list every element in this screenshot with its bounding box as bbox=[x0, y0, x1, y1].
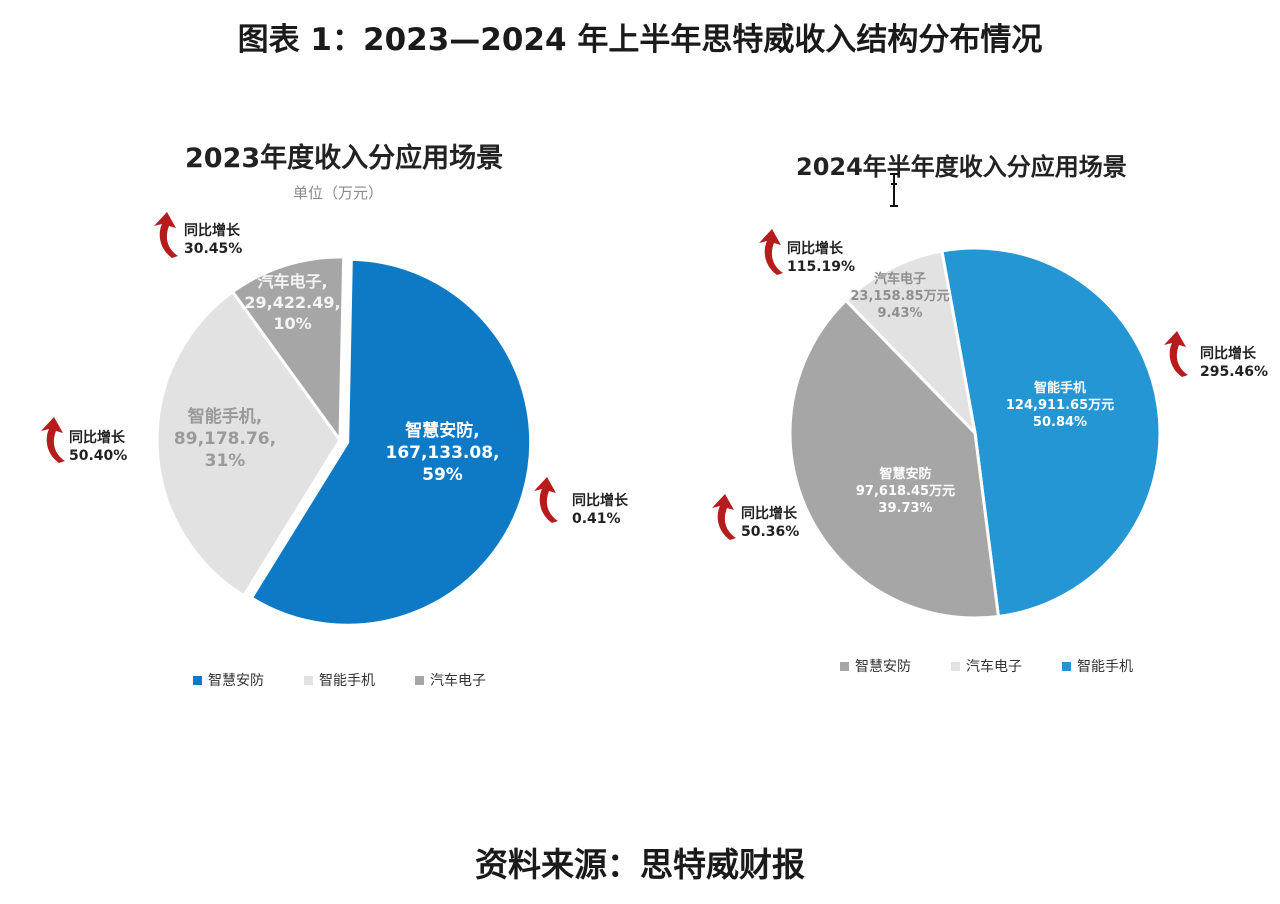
label-line: 97,618.45万元 bbox=[855, 483, 956, 499]
growth-value: 50.40% bbox=[69, 447, 128, 464]
legend-label: 汽车电子 bbox=[430, 673, 486, 689]
chart1-label-security: 智慧安防, 167,133.08, 59% bbox=[380, 420, 505, 486]
chart2-label-security: 智慧安防 97,618.45万元 39.73% bbox=[838, 467, 973, 518]
pie-slice-2-3 bbox=[843, 249, 978, 438]
label-line: 智慧安防 bbox=[879, 467, 932, 482]
figure-title: 图表 1：2023—2024 年上半年思特威收入结构分布情况 bbox=[237, 22, 1043, 58]
label-line: 167,133.08, bbox=[385, 443, 500, 464]
legend-swatch bbox=[951, 661, 960, 671]
chart2-growth-security: 同比增长 50.36% bbox=[741, 506, 799, 541]
pie-slice-2-1 bbox=[940, 246, 1162, 619]
chart2-label-auto: 汽车电子 23,158.85万元 9.43% bbox=[840, 272, 960, 323]
legend-swatch bbox=[415, 675, 424, 685]
chart1-growth-security: 同比增长 0.41% bbox=[572, 493, 628, 528]
legend-swatch bbox=[840, 661, 849, 671]
growth-arrow-icon bbox=[534, 477, 558, 523]
chart2-label-phone: 智能手机 124,911.65万元 50.84% bbox=[995, 381, 1125, 432]
growth-label: 同比增长 bbox=[1200, 346, 1256, 362]
legend-swatch bbox=[304, 675, 313, 685]
growth-arrow-icon bbox=[759, 229, 783, 275]
pie-slice-1-2 bbox=[155, 289, 342, 598]
label-line: 智能手机, bbox=[187, 407, 263, 427]
chart2-title: 2024年半年度收入分应用场景 bbox=[796, 153, 1127, 181]
pie-slice-1-3 bbox=[230, 255, 346, 445]
label-line: 124,911.65万元 bbox=[1005, 397, 1115, 413]
legend-swatch bbox=[193, 675, 202, 685]
chart1-title: 2023年度收入分应用场景 bbox=[185, 143, 504, 174]
label-line: 汽车电子, bbox=[257, 272, 328, 291]
growth-value: 0.41% bbox=[572, 510, 621, 527]
source-note: 资料来源：思特威财报 bbox=[475, 845, 805, 884]
label-line: 50.84% bbox=[1032, 414, 1088, 430]
growth-arrow-icon bbox=[154, 212, 178, 258]
legend-swatch bbox=[1062, 661, 1071, 671]
growth-label: 同比增长 bbox=[741, 506, 797, 522]
label-line: 31% bbox=[204, 451, 246, 472]
label-line: 9.43% bbox=[877, 305, 923, 321]
label-line: 23,158.85万元 bbox=[850, 288, 950, 304]
growth-arrow-icon bbox=[41, 417, 65, 463]
label-line: 10% bbox=[273, 313, 312, 333]
pie-slice-1-1 bbox=[249, 257, 533, 627]
label-line: 智慧安防, bbox=[405, 421, 480, 441]
chart1-label-auto: 汽车电子, 29,422.49, 10% bbox=[240, 272, 345, 334]
chart1-growth-phone: 同比增长 50.40% bbox=[69, 430, 127, 465]
growth-value: 50.36% bbox=[741, 523, 800, 540]
legend-item: 汽车电子 bbox=[415, 670, 486, 690]
legend-item: 汽车电子 bbox=[951, 656, 1022, 676]
text-cursor-icon bbox=[890, 173, 898, 207]
chart1-legend: 智慧安防 智能手机 汽车电子 bbox=[193, 670, 486, 690]
legend-item: 智能手机 bbox=[304, 670, 375, 690]
label-line: 39.73% bbox=[878, 500, 933, 516]
legend-label: 汽车电子 bbox=[966, 659, 1022, 675]
growth-value: 115.19% bbox=[787, 258, 856, 275]
chart2-legend: 智慧安防 汽车电子 智能手机 bbox=[840, 656, 1133, 676]
legend-item: 智能手机 bbox=[1062, 656, 1133, 676]
legend-label: 智慧安防 bbox=[208, 673, 264, 689]
label-line: 智能手机 bbox=[1033, 381, 1086, 396]
legend-label: 智能手机 bbox=[1077, 659, 1133, 675]
growth-label: 同比增长 bbox=[787, 241, 843, 257]
legend-label: 智慧安防 bbox=[855, 659, 911, 675]
label-line: 89,178.76, bbox=[173, 429, 277, 450]
chart1-growth-auto: 同比增长 30.45% bbox=[184, 223, 242, 258]
pie-slice-2-2 bbox=[788, 298, 1001, 620]
legend-item: 智慧安防 bbox=[193, 670, 264, 690]
growth-label: 同比增长 bbox=[184, 223, 240, 239]
chart1-unit: 单位（万元） bbox=[293, 184, 384, 202]
label-line: 汽车电子 bbox=[873, 272, 926, 287]
label-line: 29,422.49, bbox=[244, 292, 341, 312]
chart1-label-phone: 智能手机, 89,178.76, 31% bbox=[165, 406, 285, 472]
growth-label: 同比增长 bbox=[69, 430, 125, 446]
label-line: 59% bbox=[422, 465, 463, 486]
chart2-growth-auto: 同比增长 115.19% bbox=[787, 241, 855, 276]
legend-item: 智慧安防 bbox=[840, 656, 911, 676]
growth-arrow-icon bbox=[1164, 331, 1188, 377]
chart2-growth-phone: 同比增长 295.46% bbox=[1200, 346, 1268, 381]
growth-value: 30.45% bbox=[184, 240, 243, 257]
growth-label: 同比增长 bbox=[572, 493, 628, 509]
growth-value: 295.46% bbox=[1200, 363, 1269, 380]
legend-label: 智能手机 bbox=[319, 673, 375, 689]
growth-arrow-icon bbox=[712, 494, 736, 540]
